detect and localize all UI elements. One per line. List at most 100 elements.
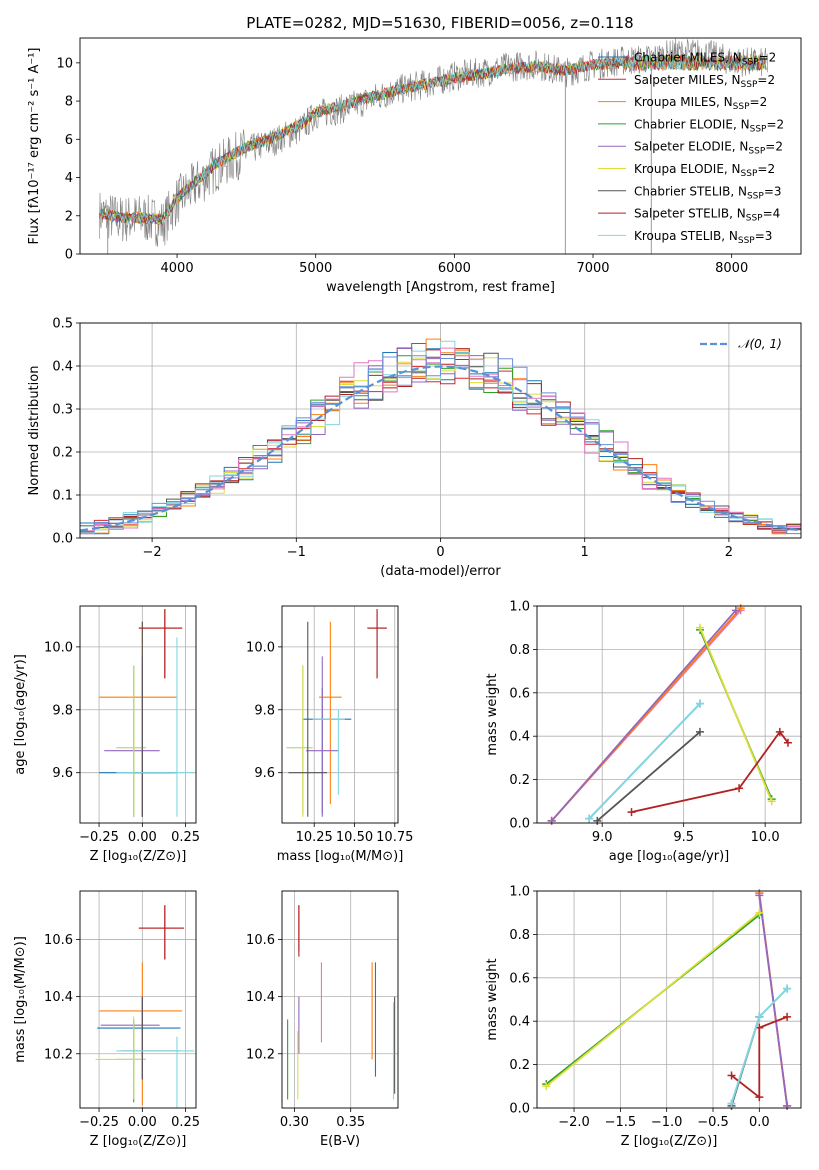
legend-subscript: SSP	[741, 80, 758, 90]
y-tick-label: 8	[65, 95, 73, 110]
plot-frame	[281, 890, 399, 1109]
x-tick-label: 5000	[299, 261, 332, 276]
y-tick-label: 0.3	[52, 403, 73, 418]
y-tick-label: 4	[65, 171, 73, 186]
x-tick-label: 0.25	[171, 1115, 200, 1130]
panel-0: 4000 5000 6000 7000 8000 0 2 4 6 8 10 wavelength [A…	[27, 37, 802, 295]
panel-6: 0.30 0.35 10.2 10.4 10.6 E(B-V)	[246, 890, 399, 1149]
legend-label-1: Salpeter MILES, NSSP=2	[634, 73, 775, 90]
legend-value: =2	[757, 73, 775, 87]
y-tick-label: 0.5	[52, 317, 73, 332]
legend-value: =2	[759, 51, 777, 65]
legend-value: =4	[763, 207, 781, 221]
y-tick-label: 0.2	[52, 446, 73, 461]
y-tick-label: 1.0	[509, 600, 530, 615]
legend-label-2: Kroupa MILES, NSSP=2	[634, 95, 767, 112]
x-tick-label: −0.25	[79, 1115, 119, 1130]
y-tick-label: 0.8	[509, 928, 530, 943]
weight-marker	[593, 816, 602, 825]
weight-marker	[783, 738, 792, 747]
legend-value: =2	[765, 140, 783, 154]
x-axis-label: mass [log₁₀(M/M⊙)]	[277, 849, 404, 864]
x-axis-label: E(B-V)	[320, 1134, 360, 1149]
y-axis-label: Flux [fλ10⁻¹⁷ erg cm⁻² s⁻¹ A⁻¹]	[27, 48, 42, 245]
spectrum-title: PLATE=0282, MJD=51630, FIBERID=0056, z=0…	[246, 14, 633, 32]
legend-label-normal: 𝒩(0, 1)	[738, 337, 782, 351]
plot-area	[80, 338, 801, 535]
x-tick-label: −1	[287, 545, 306, 560]
legend-label-7: Salpeter STELIB, NSSP=4	[634, 207, 780, 224]
legend-text: Salpeter MILES, N	[634, 73, 741, 87]
normal-reference-curve	[80, 365, 801, 532]
weight-marker	[755, 1093, 764, 1102]
weight-marker	[755, 891, 764, 900]
weight-line-7	[631, 730, 789, 813]
x-tick-label: −1.5	[605, 1115, 637, 1130]
legend-subscript: SSP	[748, 147, 765, 157]
x-tick-label: 0.00	[128, 830, 157, 845]
weight-marker	[736, 604, 745, 613]
weight-marker	[775, 727, 784, 736]
weight-marker	[695, 623, 704, 632]
legend-value: =2	[757, 162, 775, 176]
x-tick-label: −1.0	[651, 1115, 683, 1130]
weight-line-4	[758, 895, 788, 1106]
weight-marker	[547, 816, 556, 825]
weight-marker	[731, 606, 740, 615]
plot-area	[95, 905, 195, 1108]
legend-subscript: SSP	[750, 124, 767, 134]
y-tick-label: 9.8	[254, 703, 275, 718]
legend-subscript: SSP	[738, 236, 755, 246]
y-axis-label: mass [log₁₀(M/M⊙)]	[13, 936, 28, 1063]
weight-marker	[783, 984, 792, 993]
y-tick-label: 10.4	[44, 990, 73, 1005]
plot-area	[286, 609, 387, 817]
x-tick-label: −0.5	[697, 1115, 729, 1130]
legend-value: =2	[766, 117, 784, 131]
y-tick-label: 0	[65, 248, 73, 263]
y-tick-label: 0.0	[509, 817, 530, 832]
weight-line-5	[699, 627, 773, 802]
weight-line-4	[551, 609, 737, 822]
x-tick-label: 10.50	[336, 830, 373, 845]
weight-marker	[727, 1071, 736, 1080]
panel-4: 9.0 9.5 10.0 0.0 0.2 0.4 0.6 0.8 1.0 age [log₁₀(a…	[485, 600, 802, 864]
x-axis-label: wavelength [Angstrom, rest frame]	[326, 280, 555, 295]
legend-text: Kroupa ELODIE, N	[634, 162, 741, 176]
y-tick-label: 0.6	[509, 971, 530, 986]
x-tick-label: −2	[143, 545, 162, 560]
plot-frame	[79, 37, 802, 255]
weight-line-7	[730, 1016, 788, 1100]
y-tick-label: 2	[65, 209, 73, 224]
panel-7: −2.0 −1.5 −1.0 −0.5 0.0 0.0 0.2 0.4 0.6 0.8 1.0 Z […	[485, 885, 802, 1149]
y-tick-label: 0.2	[509, 1058, 530, 1073]
y-tick-label: 0.4	[509, 1015, 530, 1030]
x-axis-label: age [log₁₀(age/yr)]	[609, 849, 730, 864]
y-tick-label: 0.4	[52, 360, 73, 375]
weight-marker	[735, 784, 744, 793]
y-tick-label: 0.6	[509, 686, 530, 701]
x-tick-label: 0.00	[128, 1115, 157, 1130]
plot-frame	[536, 605, 802, 824]
plot-frame	[79, 322, 802, 539]
y-axis-label: Normed distribution	[27, 366, 42, 496]
legend-text: Chabrier MILES, N	[634, 51, 742, 65]
x-tick-label: 8000	[715, 261, 748, 276]
weight-marker	[695, 699, 704, 708]
x-tick-label: 0.0	[749, 1115, 770, 1130]
legend-text: Chabrier STELIB, N	[634, 184, 747, 198]
x-axis-label: (data-model)/error	[380, 564, 501, 579]
y-tick-label: 9.8	[52, 703, 73, 718]
y-tick-label: 10.2	[44, 1047, 73, 1062]
y-axis-label: mass weight	[485, 673, 500, 755]
x-tick-label: 7000	[576, 261, 609, 276]
weight-marker	[695, 727, 704, 736]
x-tick-label: 2	[725, 545, 733, 560]
legend-label-6: Chabrier STELIB, NSSP=3	[634, 184, 782, 201]
legend-label-8: Kroupa STELIB, NSSP=3	[634, 229, 772, 246]
plot-frame	[79, 605, 197, 824]
x-tick-label: 10.75	[376, 830, 413, 845]
x-tick-label: 0.25	[171, 830, 200, 845]
weight-marker	[755, 1012, 764, 1021]
